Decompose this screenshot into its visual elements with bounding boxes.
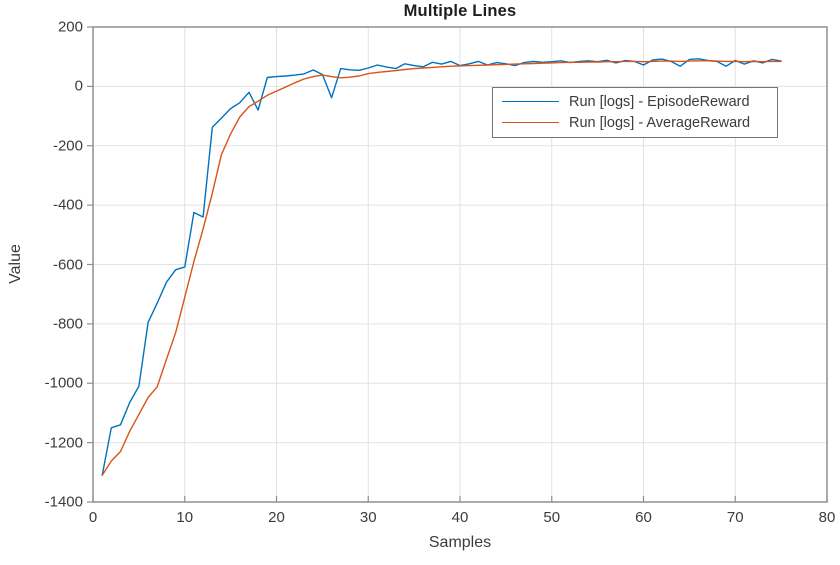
- x-axis-tick-label: 60: [635, 509, 652, 526]
- legend: Run [logs] - EpisodeReward Run [logs] - …: [492, 87, 778, 138]
- legend-item-average-reward: Run [logs] - AverageReward: [493, 112, 777, 133]
- legend-line-swatch-orange: [502, 122, 559, 123]
- x-axis-tick-label: 70: [726, 509, 744, 526]
- x-axis-tick-label: 10: [176, 509, 194, 526]
- x-axis-tick-label: 20: [268, 509, 285, 526]
- x-axis-tick-label: 50: [543, 509, 561, 526]
- y-axis-tick-label: -800: [52, 315, 83, 333]
- legend-label: Run [logs] - AverageReward: [569, 114, 751, 131]
- y-axis-label: Value: [7, 244, 24, 284]
- x-axis-tick-label: 40: [451, 509, 469, 526]
- y-axis-tick-label: -400: [52, 196, 83, 214]
- x-axis-tick-label: 0: [88, 509, 98, 526]
- y-axis-tick-label: -1400: [44, 493, 83, 511]
- y-axis-tick-label: 200: [57, 18, 83, 36]
- y-axis-tick-label: -1200: [44, 434, 83, 452]
- y-axis-tick-label: -1000: [44, 374, 83, 392]
- legend-label: Run [logs] - EpisodeReward: [569, 93, 750, 110]
- y-axis-tick-label: -600: [52, 256, 83, 273]
- chart-title: Multiple Lines: [403, 2, 517, 20]
- y-axis-tick-label: -200: [52, 137, 83, 155]
- legend-line-swatch-blue: [502, 101, 559, 102]
- legend-item-episode-reward: Run [logs] - EpisodeReward: [493, 91, 777, 112]
- x-axis-label: Samples: [428, 534, 492, 551]
- series-line-average-reward: [101, 60, 782, 476]
- y-axis-tick-label: 0: [74, 77, 83, 95]
- x-axis-tick-label: 30: [359, 509, 377, 526]
- x-axis-tick-label: 80: [818, 509, 836, 526]
